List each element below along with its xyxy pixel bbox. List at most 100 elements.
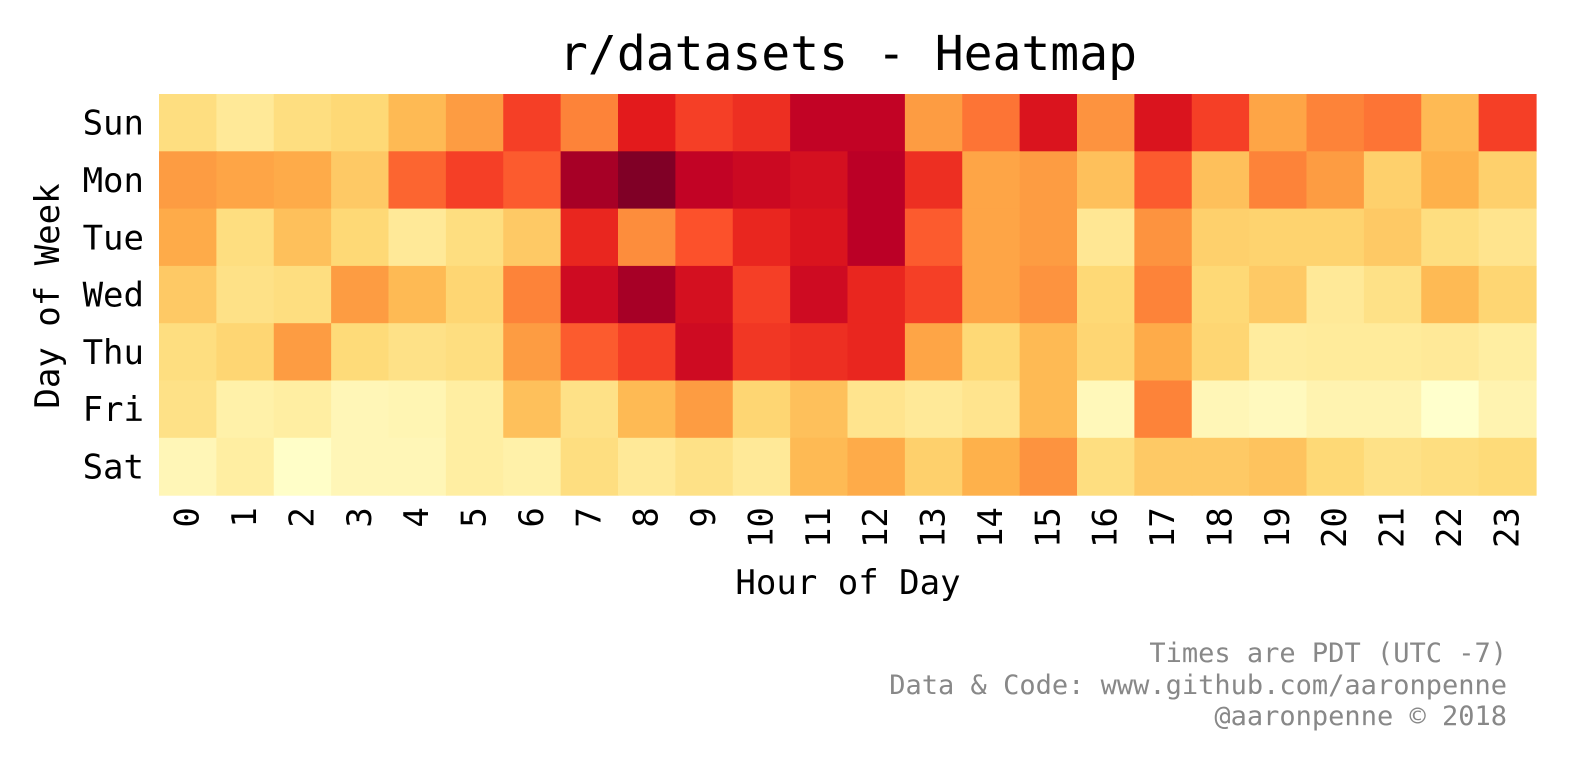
heatmap-cell <box>331 265 390 324</box>
heatmap-cell <box>216 323 275 382</box>
heatmap-cell <box>1306 208 1365 267</box>
heatmap-cell <box>962 437 1021 496</box>
heatmap-cell <box>1363 323 1422 382</box>
heatmap-cell <box>1421 437 1480 496</box>
heatmap-cell <box>790 94 849 152</box>
y-tick-label: Sun <box>83 104 144 144</box>
x-tick-label: 23 <box>1487 507 1527 548</box>
heatmap-cell <box>732 208 791 267</box>
heatmap-cell <box>159 208 217 267</box>
heatmap-cell <box>1191 437 1250 496</box>
heatmap-cell <box>1134 208 1193 267</box>
heatmap-cell <box>618 323 676 382</box>
heatmap-cell <box>331 94 390 152</box>
x-tick-label: 5 <box>455 507 495 527</box>
heatmap-cell <box>618 151 676 210</box>
heatmap-cell <box>1421 265 1480 324</box>
heatmap-cell <box>1249 94 1308 152</box>
heatmap-cell <box>618 208 676 267</box>
heatmap-cell <box>1191 208 1250 267</box>
heatmap-cell <box>159 94 217 152</box>
heatmap-cell <box>1249 151 1308 210</box>
x-tick-label: 16 <box>1086 507 1126 548</box>
x-tick-label: 10 <box>741 507 781 548</box>
heatmap-cell <box>388 265 447 324</box>
heatmap-cell <box>331 437 390 496</box>
heatmap-cell <box>618 437 676 496</box>
heatmap-cell <box>1019 94 1078 152</box>
heatmap-cell <box>1019 208 1078 267</box>
heatmap-cell <box>445 323 504 382</box>
heatmap-cell <box>790 265 849 324</box>
heatmap-cell <box>560 265 619 324</box>
heatmap-cell <box>847 265 906 324</box>
heatmap-cell <box>847 208 906 267</box>
heatmap-cell <box>1191 265 1250 324</box>
heatmap-cell <box>675 323 734 382</box>
heatmap-cell <box>618 380 676 439</box>
heatmap-cell <box>503 151 562 210</box>
x-tick-label: 8 <box>627 507 667 527</box>
heatmap-cell <box>1191 151 1250 210</box>
heatmap-cell <box>1077 208 1135 267</box>
x-axis-label: Hour of Day <box>735 563 960 603</box>
x-tick-label: 2 <box>282 507 322 527</box>
heatmap-cell <box>618 265 676 324</box>
heatmap-cell <box>1134 380 1193 439</box>
heatmap-cell <box>503 208 562 267</box>
x-tick-label: 0 <box>168 507 208 527</box>
heatmap-cell <box>904 437 963 496</box>
chart-title: r/datasets - Heatmap <box>559 26 1137 82</box>
heatmap-cell <box>331 380 390 439</box>
x-tick-label: 14 <box>971 507 1011 548</box>
x-tick-label: 9 <box>684 507 724 527</box>
heatmap-cell <box>732 323 791 382</box>
heatmap-cell <box>962 208 1021 267</box>
heatmap-cell <box>732 265 791 324</box>
heatmap-cell <box>847 151 906 210</box>
heatmap-cell <box>159 380 217 439</box>
heatmap-cell <box>503 380 562 439</box>
x-tick-label: 13 <box>914 507 954 548</box>
heatmap-cell <box>1077 437 1135 496</box>
heatmap-cell <box>1077 94 1135 152</box>
x-tick-label: 1 <box>225 507 265 527</box>
heatmap-cell <box>1134 265 1193 324</box>
heatmap-cell <box>560 208 619 267</box>
y-tick-label: Mon <box>83 161 144 201</box>
heatmap-cell <box>1363 208 1422 267</box>
heatmap-cell <box>1191 323 1250 382</box>
heatmap-cell <box>445 437 504 496</box>
heatmap-cell <box>1306 94 1365 152</box>
heatmap-cell <box>216 208 275 267</box>
heatmap-cell <box>1134 94 1193 152</box>
heatmap-cell <box>1478 208 1537 267</box>
heatmap-cell <box>962 265 1021 324</box>
heatmap-cell <box>273 94 332 152</box>
heatmap-cell <box>445 265 504 324</box>
heatmap-cell <box>1134 323 1193 382</box>
heatmap-cell <box>216 380 275 439</box>
heatmap-cell <box>1306 323 1365 382</box>
heatmap-cell <box>445 380 504 439</box>
heatmap-cell <box>675 265 734 324</box>
heatmap-cell <box>675 437 734 496</box>
heatmap-cell <box>1249 323 1308 382</box>
x-tick-label: 3 <box>340 507 380 527</box>
x-tick-label: 11 <box>799 507 839 548</box>
x-tick-label: 21 <box>1373 507 1413 548</box>
heatmap-cell <box>904 151 963 210</box>
heatmap-cell <box>1134 151 1193 210</box>
heatmap-cell <box>1306 380 1365 439</box>
heatmap-cell <box>1249 380 1308 439</box>
x-tick-label: 7 <box>569 507 609 527</box>
heatmap-cell <box>445 208 504 267</box>
heatmap-cell <box>445 151 504 210</box>
heatmap-cell <box>732 94 791 152</box>
x-tick-label: 12 <box>856 507 896 548</box>
y-tick-label: Thu <box>83 333 144 373</box>
heatmap-cell <box>1421 151 1480 210</box>
heatmap-cell <box>1363 437 1422 496</box>
heatmap-cell <box>388 380 447 439</box>
heatmap-cell <box>732 151 791 210</box>
